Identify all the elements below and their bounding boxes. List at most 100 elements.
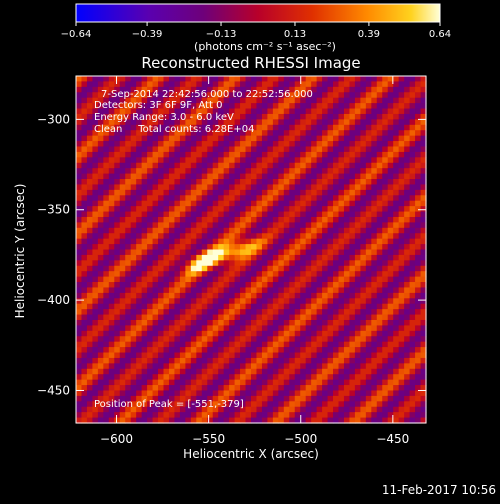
heatmap-cell [223,92,230,99]
heatmap-cell [261,287,269,294]
heatmap-cell [267,303,274,310]
heatmap-cell [322,146,329,153]
heatmap-cell [86,135,94,142]
heatmap-cell [103,363,110,370]
heatmap-cell [272,282,279,289]
heatmap-cell [333,113,340,120]
heatmap-cell [114,330,121,337]
heatmap-cell [354,227,361,234]
heatmap-cell [103,271,110,278]
heatmap-cell [229,379,236,386]
heatmap-cell [190,347,197,354]
heatmap-cell [147,336,154,343]
heatmap-cell [212,406,219,413]
heatmap-cell [338,325,345,332]
heatmap-cell [76,352,83,359]
heatmap-cell [251,86,258,93]
heatmap-cell [81,216,88,223]
heatmap-cell [141,249,148,256]
heatmap-cell [256,336,263,343]
heatmap-cell [349,368,356,375]
heatmap-cell [218,76,225,83]
heatmap-cell [316,97,323,104]
heatmap-cell [316,368,323,375]
heatmap-cell [393,271,400,278]
heatmap-cell [371,271,378,278]
heatmap-cell [272,86,279,93]
heatmap-cell [130,417,137,424]
heatmap-cell [398,298,405,305]
heatmap-cell [163,330,170,337]
heatmap-cell [272,287,279,294]
heatmap-cell [261,265,269,272]
heatmap-cell [404,76,411,83]
heatmap-cell [179,368,186,375]
heatmap-cell [398,168,405,175]
heatmap-cell [97,395,104,402]
heatmap-cell [278,124,285,131]
heatmap-cell [229,249,236,256]
heatmap-cell [207,254,214,261]
heatmap-cell [420,303,427,310]
heatmap-cell [387,298,394,305]
heatmap-cell [382,244,389,251]
heatmap-cell [114,254,121,261]
heatmap-cell [141,390,148,397]
heatmap-cell [267,146,274,153]
heatmap-cell [404,200,411,207]
heatmap-cell [196,287,203,294]
heatmap-cell [420,103,427,110]
heatmap-cell [256,179,263,186]
heatmap-cell [360,244,367,251]
heatmap-cell [382,119,389,126]
heatmap-cell [261,282,269,289]
heatmap-cell [136,379,143,386]
heatmap-cell [245,341,252,348]
heatmap-cell [409,292,416,299]
heatmap-cell [338,108,345,115]
heatmap-cell [267,119,274,126]
heatmap-cell [256,173,263,180]
heatmap-cell [76,319,83,326]
heatmap-cell [141,227,148,234]
heatmap-cell [256,363,263,370]
heatmap-cell [152,130,159,137]
heatmap-cell [283,374,290,381]
heatmap-cell [333,395,340,402]
heatmap-cell [300,162,307,169]
heatmap-cell [92,233,99,240]
heatmap-cell [245,417,252,424]
heatmap-cell [261,363,269,370]
heatmap-cell [333,189,340,196]
heatmap-cell [360,341,367,348]
heatmap-cell [393,92,400,99]
heatmap-cell [179,200,186,207]
heatmap-cell [119,352,126,359]
heatmap-cell [316,146,323,153]
heatmap-cell [229,157,236,164]
heatmap-cell [130,330,137,337]
heatmap-cell [376,113,383,120]
heatmap-cell [147,227,154,234]
heatmap-cell [349,292,356,299]
heatmap-cell [190,417,197,424]
heatmap-cell [261,157,269,164]
heatmap-cell [354,282,361,289]
heatmap-cell [234,271,241,278]
heatmap-cell [141,341,148,348]
heatmap-cell [141,336,148,343]
heatmap-cell [300,412,307,419]
heatmap-cell [201,260,208,267]
heatmap-cell [415,81,422,88]
heatmap-cell [207,330,214,337]
heatmap-cell [289,352,296,359]
heatmap-cell [300,347,307,354]
heatmap-cell [371,233,378,240]
heatmap-cell [360,319,367,326]
heatmap-cell [196,390,203,397]
heatmap-cell [420,260,427,267]
heatmap-cell [212,157,219,164]
heatmap-cell [196,352,203,359]
heatmap-cell [251,184,258,191]
heatmap-cell [130,406,137,413]
